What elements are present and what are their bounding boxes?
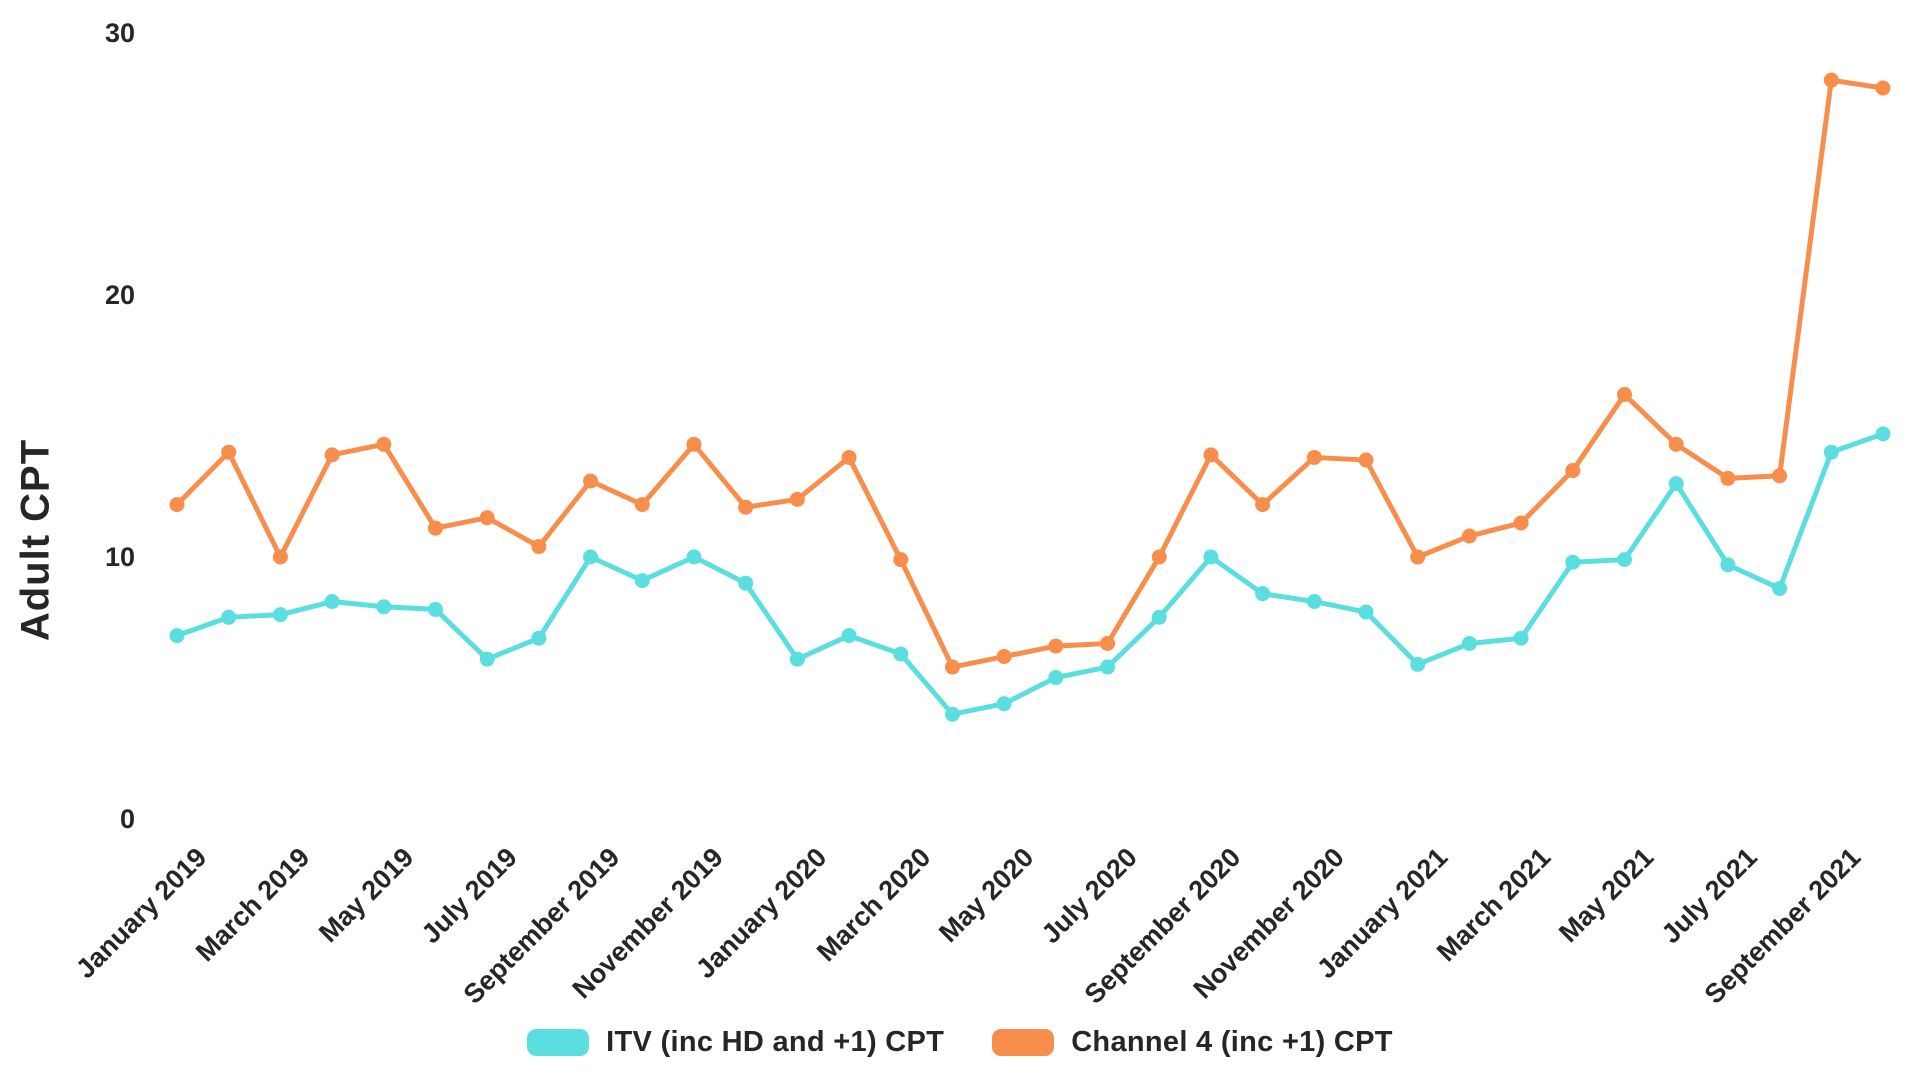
itv-data-point [1100, 659, 1116, 675]
itv-data-point [1513, 630, 1529, 646]
channel4-data-point [1203, 447, 1219, 463]
itv-data-point [1720, 557, 1736, 573]
y-tick-label-0: 0 [119, 804, 135, 834]
channel4-data-point [1410, 549, 1426, 565]
legend-label-channel4: Channel 4 (inc +1) CPT [1071, 1026, 1393, 1058]
channel4-data-point [944, 659, 960, 675]
itv-data-point [221, 609, 237, 625]
channel4-data-point [893, 552, 909, 568]
channel4-data-point [1617, 387, 1633, 403]
channel4-series [169, 72, 1891, 675]
itv-data-point [1823, 444, 1839, 460]
itv-data-point [634, 573, 650, 589]
itv-data-point [686, 549, 702, 565]
channel4-data-point [479, 510, 495, 526]
y-tick-label-30: 30 [104, 18, 135, 48]
channel4-color-swatch-icon [992, 1029, 1055, 1056]
itv-data-point [427, 601, 443, 617]
itv-data-point [272, 607, 288, 623]
itv-data-point [531, 630, 547, 646]
itv-data-point [1358, 604, 1374, 620]
itv-color-swatch-icon [527, 1029, 590, 1056]
itv-data-point [1306, 594, 1322, 610]
itv-data-point [944, 706, 960, 722]
channel4-data-point [1513, 515, 1529, 531]
itv-data-point [1410, 656, 1426, 672]
legend-item-itv: ITV (inc HD and +1) CPT [527, 1026, 944, 1059]
itv-data-point [169, 628, 185, 644]
channel4-data-point [686, 436, 702, 452]
itv-data-point [893, 646, 909, 662]
channel4-data-point [583, 473, 599, 489]
itv-series [169, 426, 1891, 722]
itv-data-point [738, 575, 754, 591]
legend-label-itv: ITV (inc HD and +1) CPT [606, 1026, 945, 1058]
itv-data-point [1048, 670, 1064, 686]
itv-data-point [1565, 554, 1581, 570]
channel4-data-point [1048, 638, 1064, 654]
itv-data-point [324, 594, 340, 610]
channel4-data-point [427, 520, 443, 536]
channel4-data-point [1668, 436, 1684, 452]
channel4-data-point [169, 497, 185, 513]
channel4-data-point [324, 447, 340, 463]
y-tick-label-20: 20 [104, 280, 135, 310]
channel4-data-point [1875, 80, 1891, 96]
itv-data-point [479, 651, 495, 667]
y-axis-tick-labels: 0 10 20 30 [55, 0, 135, 900]
itv-data-point [996, 696, 1012, 712]
channel4-data-point [1565, 463, 1581, 479]
channel4-data-point [1720, 470, 1736, 486]
channel4-data-point [531, 539, 547, 555]
itv-data-point [1617, 552, 1633, 568]
channel4-data-point [1772, 468, 1788, 484]
itv-data-point [1255, 586, 1271, 602]
channel4-data-point [1151, 549, 1167, 565]
itv-data-point [789, 651, 805, 667]
itv-data-point [1203, 549, 1219, 565]
itv-data-point [1151, 609, 1167, 625]
channel4-data-point [789, 491, 805, 507]
itv-data-point [841, 628, 857, 644]
channel4-data-point [1255, 497, 1271, 513]
itv-data-point [1772, 580, 1788, 596]
channel4-data-point [1358, 452, 1374, 468]
itv-data-point [583, 549, 599, 565]
legend: ITV (inc HD and +1) CPT Channel 4 (inc +… [0, 1026, 1920, 1059]
channel4-data-point [221, 444, 237, 460]
channel4-data-point [738, 499, 754, 515]
itv-data-point [1461, 635, 1477, 651]
y-tick-label-10: 10 [104, 542, 135, 572]
channel4-data-point [634, 497, 650, 513]
channel4-data-point [996, 649, 1012, 665]
channel4-data-point [376, 436, 392, 452]
itv-data-point [1875, 426, 1891, 442]
channel4-data-point [1306, 449, 1322, 465]
channel4-data-point [1823, 72, 1839, 88]
channel4-data-point [1461, 528, 1477, 544]
itv-data-point [376, 599, 392, 615]
channel4-data-point [841, 449, 857, 465]
legend-item-channel4: Channel 4 (inc +1) CPT [992, 1026, 1393, 1059]
itv-data-point [1668, 476, 1684, 492]
channel4-data-point [1100, 635, 1116, 651]
itv-line [174, 431, 1886, 717]
channel4-data-point [272, 549, 288, 565]
channel4-line [174, 77, 1886, 670]
